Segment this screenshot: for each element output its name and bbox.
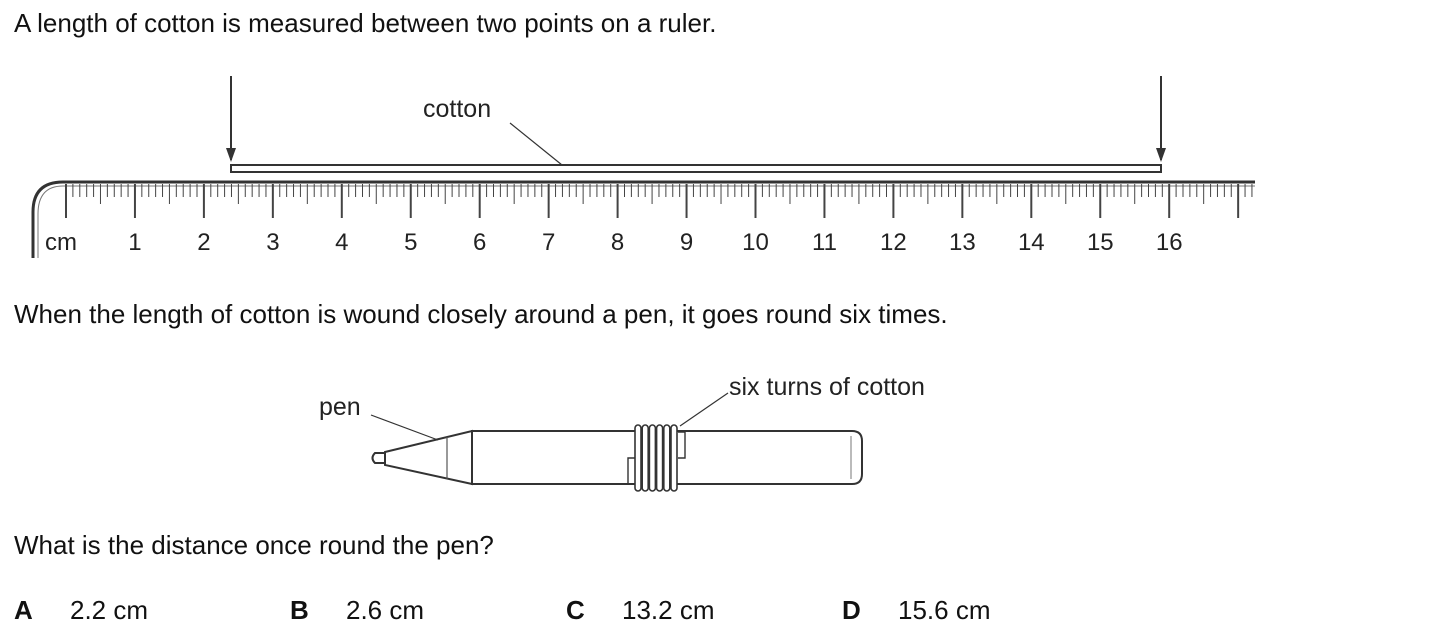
ruler-number: 8	[611, 229, 624, 256]
option-d-letter: D	[842, 595, 861, 625]
pen-figure: pen six turns of cotton	[319, 373, 925, 492]
option-b-text: 2.6 cm	[346, 595, 425, 625]
turns-label: six turns of cotton	[729, 373, 925, 401]
cotton-turn	[655, 424, 664, 492]
turns-leader-line	[679, 392, 729, 427]
ruler-number: 7	[542, 229, 555, 256]
ruler-number: 9	[680, 229, 693, 256]
cotton-end-right	[678, 431, 686, 459]
question-prompt: What is the distance once round the pen?	[14, 530, 494, 560]
ruler-number: 16	[1156, 229, 1183, 256]
option-c-text: 13.2 cm	[622, 595, 715, 625]
cotton-turn	[662, 424, 671, 492]
ruler-number: 1	[128, 229, 141, 256]
ruler-unit-label: cm	[45, 229, 77, 256]
ruler-number: 10	[742, 229, 769, 256]
cotton-label: cotton	[423, 95, 491, 123]
cotton-turn	[641, 424, 650, 492]
ruler-outline	[31, 180, 1255, 258]
option-b-letter: B	[290, 595, 309, 625]
cotton-turn	[634, 424, 642, 492]
ruler-inner-edge	[37, 185, 1255, 258]
ruler-number: 11	[812, 229, 837, 256]
option-d[interactable]: D 15.6 cm	[842, 595, 991, 625]
ruler-number: 4	[335, 229, 348, 256]
cotton-windings	[627, 424, 686, 492]
option-d-text: 15.6 cm	[898, 595, 991, 625]
pen-leader-line	[370, 414, 439, 441]
ruler-number: 13	[949, 229, 976, 256]
option-a-text: 2.2 cm	[70, 595, 149, 625]
ruler-ticks	[65, 184, 1253, 218]
question-intro: A length of cotton is measured between t…	[14, 8, 717, 38]
ruler-number: 3	[266, 229, 279, 256]
option-c[interactable]: C 13.2 cm	[566, 595, 715, 625]
ruler-number: 6	[473, 229, 486, 256]
ruler-number: 15	[1087, 229, 1114, 256]
ruler-number: 14	[1018, 229, 1045, 256]
left-arrow-head	[226, 148, 236, 162]
pen-label: pen	[319, 393, 361, 421]
option-a[interactable]: A 2.2 cm	[14, 595, 148, 625]
cotton-end-left	[627, 457, 635, 485]
option-c-letter: C	[566, 595, 585, 625]
cotton-strand	[230, 164, 1162, 173]
ruler-numbers: 1 2 3 4 5 6 7 8 9 10 11 12 13 14 15 16	[128, 229, 1182, 256]
ruler-number: 5	[404, 229, 417, 256]
question-wound: When the length of cotton is wound close…	[14, 299, 948, 329]
cotton-measurement: cotton	[226, 76, 1166, 173]
ruler-number: 12	[880, 229, 907, 256]
option-a-letter: A	[14, 595, 33, 625]
pen-tip	[371, 452, 385, 464]
ruler: 1 2 3 4 5 6 7 8 9 10 11 12 13 14 15 16 cm	[31, 180, 1255, 258]
cotton-turn	[670, 424, 678, 492]
ruler-number: 2	[197, 229, 210, 256]
option-b[interactable]: B 2.6 cm	[290, 595, 424, 625]
right-arrow-head	[1156, 148, 1166, 162]
cotton-turn	[648, 424, 657, 492]
cotton-leader-line	[509, 122, 563, 166]
pen-cone	[384, 429, 473, 486]
